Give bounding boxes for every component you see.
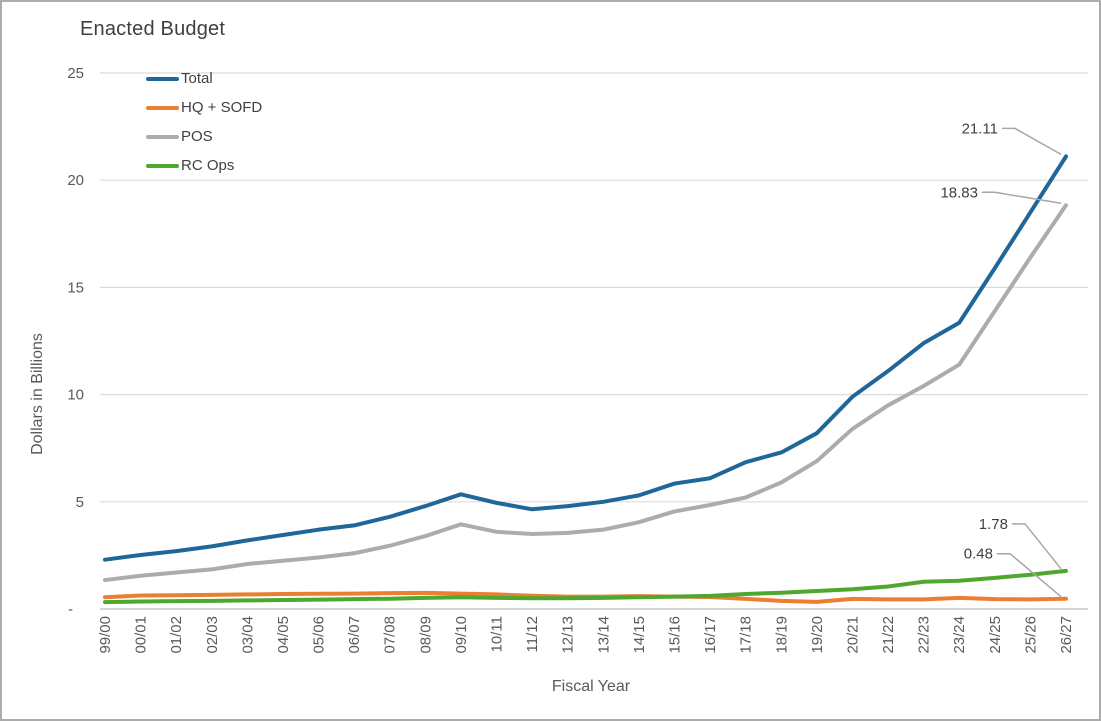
x-tick-label: 07/08	[382, 616, 399, 654]
legend: Total HQ + SOFD POS RC Ops	[146, 64, 262, 180]
legend-item-rc-ops: RC Ops	[146, 151, 262, 180]
legend-label-pos: POS	[181, 128, 213, 145]
legend-label-hq-sofd: HQ + SOFD	[181, 99, 263, 116]
y-tick-label: 20	[67, 172, 84, 189]
legend-swatch-hq-sofd	[146, 105, 179, 110]
x-tick-label: 20/21	[844, 616, 861, 654]
x-tick-label: 14/15	[631, 616, 648, 654]
x-tick-label: 06/07	[346, 616, 363, 654]
y-axis-title: Dollars in Billions	[29, 333, 46, 455]
y-tick-label: 25	[67, 65, 84, 82]
x-tick-label: 02/03	[204, 616, 221, 654]
legend-label-total: Total	[181, 70, 213, 87]
x-tick-label: 11/12	[524, 616, 541, 652]
x-tick-label: 04/05	[275, 616, 292, 654]
x-tick-label: 16/17	[702, 616, 719, 654]
legend-swatch-total	[146, 76, 179, 81]
x-tick-label: 10/11	[489, 616, 506, 652]
x-tick-label: 18/19	[773, 616, 790, 654]
x-tick-label: 25/26	[1022, 616, 1039, 654]
annotation-leader	[997, 552, 1062, 598]
x-tick-label: 05/06	[311, 616, 328, 654]
legend-item-total: Total	[146, 64, 262, 93]
legend-item-hq-sofd: HQ + SOFD	[146, 93, 262, 122]
series-line-pos	[103, 203, 1068, 583]
annotation-leader	[982, 191, 1062, 205]
legend-item-pos: POS	[146, 122, 262, 151]
y-tick-label: 15	[67, 279, 84, 296]
legend-swatch-pos	[146, 134, 179, 139]
legend-label-rc-ops: RC Ops	[181, 157, 235, 174]
x-tick-label: 00/01	[133, 616, 150, 654]
annotation-label: 21.11	[962, 120, 998, 137]
x-tick-label: 24/25	[987, 616, 1004, 654]
annotation-leader	[1012, 523, 1062, 570]
x-tick-label: 15/16	[666, 616, 683, 654]
x-tick-label: 03/04	[239, 616, 256, 654]
x-tick-label: 17/18	[738, 616, 755, 654]
legend-swatch-rc-ops	[146, 163, 179, 168]
x-axis-title: Fiscal Year	[551, 678, 631, 695]
x-tick-label: 08/09	[417, 616, 434, 654]
x-tick-label: 26/27	[1058, 616, 1075, 654]
x-tick-label: 01/02	[168, 616, 185, 654]
series-line-total	[103, 154, 1068, 562]
annotation-label: 18.83	[940, 184, 978, 201]
x-tick-label: 99/00	[97, 616, 114, 654]
x-tick-label: 21/22	[880, 616, 897, 654]
x-tick-label: 13/14	[595, 616, 612, 654]
x-tick-label: 09/10	[453, 616, 470, 654]
series-line-rc-ops	[103, 568, 1068, 605]
annotation-label: 1.78	[979, 516, 1008, 533]
x-tick-label: 22/23	[916, 616, 933, 654]
chart-title: Enacted Budget	[80, 18, 226, 40]
x-tick-label: 19/20	[809, 616, 826, 654]
x-tick-label: 12/13	[560, 616, 577, 654]
x-tick-label: 23/24	[951, 616, 968, 654]
y-tick-label: -	[68, 601, 73, 618]
annotation-leader	[1002, 127, 1062, 156]
annotation-label: 0.48	[964, 546, 993, 563]
y-tick-label: 5	[76, 494, 84, 511]
y-tick-label: 10	[67, 387, 84, 404]
